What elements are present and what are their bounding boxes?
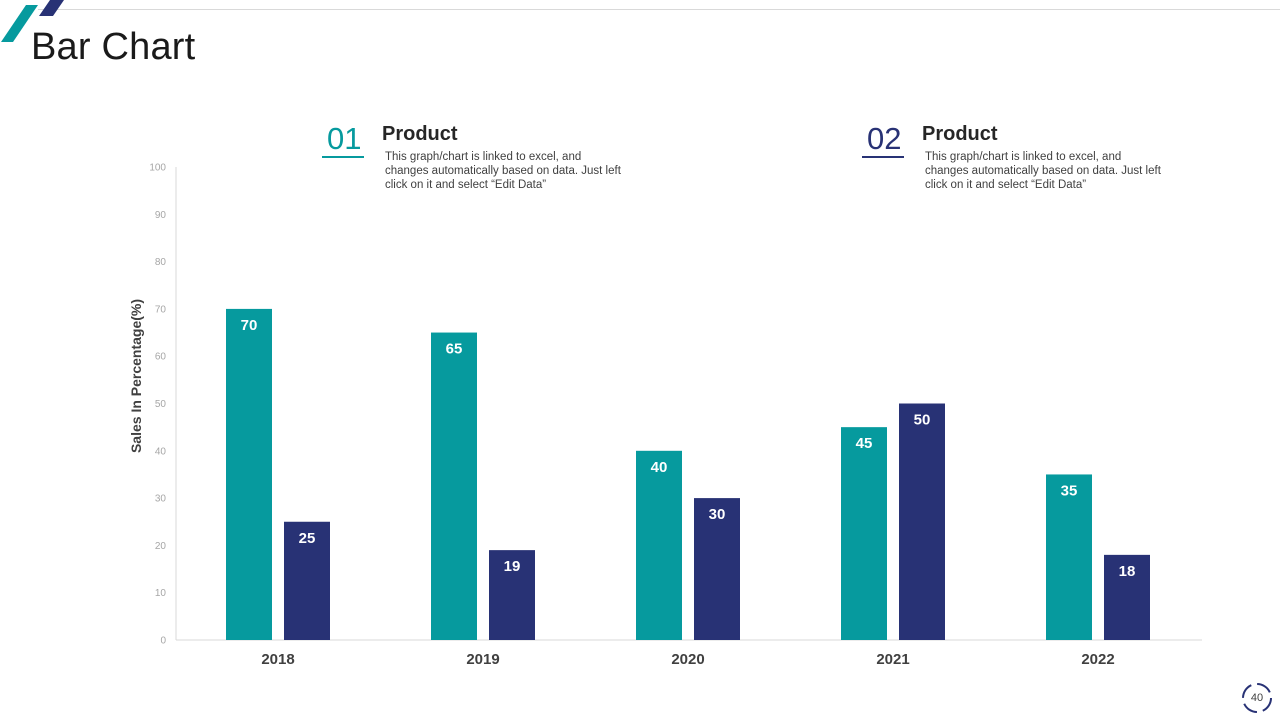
bar-product-01-2018 (226, 308, 272, 640)
bar-product-01-2022 (1046, 474, 1092, 640)
bar-product-02-2021 (899, 403, 945, 640)
y-tick-label: 50 (155, 399, 167, 410)
bar-product-02-2022 (1104, 554, 1150, 640)
bar-value-label: 19 (504, 558, 521, 575)
bar-product-02-2020 (694, 498, 740, 640)
bar-product-02-2018 (284, 521, 330, 640)
bar-product-02-2019 (489, 550, 535, 640)
legend-title: Product (922, 123, 998, 145)
x-tick-label: 2020 (671, 651, 704, 668)
bar-value-label: 70 (241, 317, 258, 334)
legend-description: This graph/chart is linked to excel, and… (385, 151, 621, 191)
y-tick-label: 100 (149, 163, 166, 174)
bar-series: 70 65 40 45 35 25 19 30 50 18 (226, 308, 1150, 640)
slide-title: Bar Chart (31, 26, 196, 68)
x-axis-labels: 2018 2019 2020 2021 2022 (261, 651, 1114, 668)
bar-value-label: 40 (651, 459, 668, 476)
y-axis-ticks: 0 10 20 30 40 50 60 70 80 90 100 (149, 163, 166, 647)
page-number-text: 40 (1250, 692, 1264, 704)
y-tick-label: 60 (155, 352, 167, 363)
y-tick-label: 90 (155, 210, 167, 221)
bar-value-label: 35 (1061, 482, 1078, 499)
x-tick-label: 2021 (876, 651, 909, 668)
y-tick-label: 0 (160, 636, 166, 647)
y-tick-label: 20 (155, 541, 167, 552)
x-tick-label: 2022 (1081, 651, 1114, 668)
legend-description: This graph/chart is linked to excel, and… (925, 151, 1161, 191)
y-axis-title: Sales In Percentage(%) (128, 299, 144, 453)
x-tick-label: 2018 (261, 651, 294, 668)
y-tick-label: 40 (155, 446, 167, 457)
bar-value-label: 50 (914, 412, 931, 429)
bar-value-label: 18 (1119, 563, 1136, 580)
y-tick-label: 30 (155, 494, 167, 505)
bar-value-label: 65 (446, 341, 463, 358)
header-rule (38, 9, 1280, 10)
x-tick-label: 2019 (466, 651, 499, 668)
bar-product-01-2019 (431, 332, 477, 640)
bar-value-label: 45 (856, 435, 873, 452)
bar-value-label: 25 (299, 530, 316, 547)
y-tick-label: 70 (155, 304, 167, 315)
legend-number: 01 (321, 121, 366, 158)
bar-product-01-2021 (841, 427, 887, 640)
logo-stripes-icon (1, 0, 64, 42)
y-tick-label: 10 (155, 588, 167, 599)
legend-number: 02 (861, 121, 906, 158)
bar-value-label: 30 (709, 506, 726, 523)
page-ring-icon (1242, 683, 1272, 713)
page-number: 40 (1240, 681, 1274, 715)
bar-product-01-2020 (636, 450, 682, 640)
y-tick-label: 80 (155, 257, 167, 268)
legend-title: Product (382, 123, 458, 145)
